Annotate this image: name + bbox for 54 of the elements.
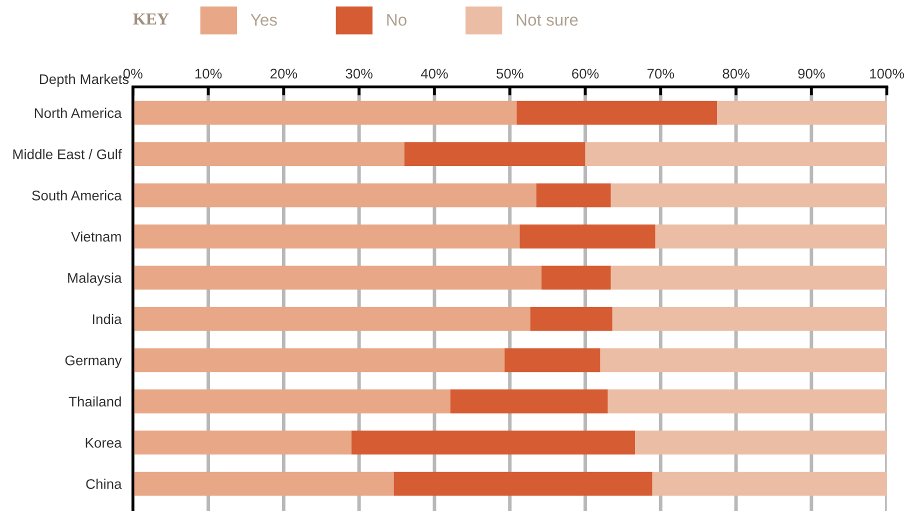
- bar: [585, 142, 887, 166]
- legend-label: Yes: [250, 14, 277, 26]
- y-tick-label: Germany: [65, 355, 122, 368]
- bar: [717, 100, 887, 125]
- y-tick-label: Korea: [86, 438, 122, 448]
- legend-label: No: [387, 14, 406, 26]
- x-tick-label: 60%: [572, 68, 599, 79]
- bar: [600, 348, 887, 372]
- y-tick-label: India: [92, 314, 122, 324]
- bar: [132, 389, 450, 414]
- x-tick-label: 70%: [647, 68, 674, 79]
- x-tick-label: 90%: [798, 68, 825, 79]
- bar: [450, 389, 608, 414]
- bar: [132, 266, 542, 290]
- bar: [504, 348, 600, 372]
- bar: [635, 430, 887, 455]
- y-tick-label: Vietnam: [71, 231, 121, 242]
- bar: [536, 183, 611, 208]
- bar: [132, 430, 352, 455]
- bar: [530, 306, 612, 331]
- bar: [520, 224, 656, 248]
- bar: [132, 224, 520, 248]
- x-tick-label: 40%: [420, 68, 448, 79]
- bar: [542, 266, 611, 290]
- bar: [132, 472, 394, 496]
- legend-title: KEY: [133, 14, 169, 24]
- bar: [352, 430, 636, 455]
- y-tick-label: Thailand: [68, 396, 121, 407]
- bar: [132, 306, 530, 331]
- x-tick-label: 100%: [870, 68, 904, 79]
- bar: [394, 472, 652, 496]
- bar: [132, 142, 404, 166]
- bar: [132, 100, 517, 125]
- bar: [612, 306, 887, 331]
- bar: [608, 389, 887, 414]
- bar: [516, 100, 718, 125]
- y-tick-label: China: [86, 478, 122, 489]
- y-tick-label: South America: [32, 190, 122, 200]
- bar: [132, 183, 536, 208]
- bar: [610, 266, 887, 290]
- bar: [655, 224, 887, 248]
- y-tick-label: North America: [34, 108, 122, 118]
- x-tick-label: 10%: [195, 68, 222, 79]
- x-tick-label: 50%: [496, 68, 524, 79]
- bar: [404, 142, 586, 166]
- y-tick-label: Middle East / Gulf: [13, 149, 122, 160]
- x-tick-label: 80%: [722, 68, 750, 79]
- x-tick-label: 20%: [270, 68, 298, 79]
- x-tick-label: 30%: [346, 68, 372, 79]
- bar: [132, 348, 505, 372]
- y-tick-label: Malaysia: [68, 272, 122, 286]
- legend-label: Not sure: [516, 14, 578, 26]
- bar: [652, 472, 887, 496]
- bar: [610, 183, 887, 208]
